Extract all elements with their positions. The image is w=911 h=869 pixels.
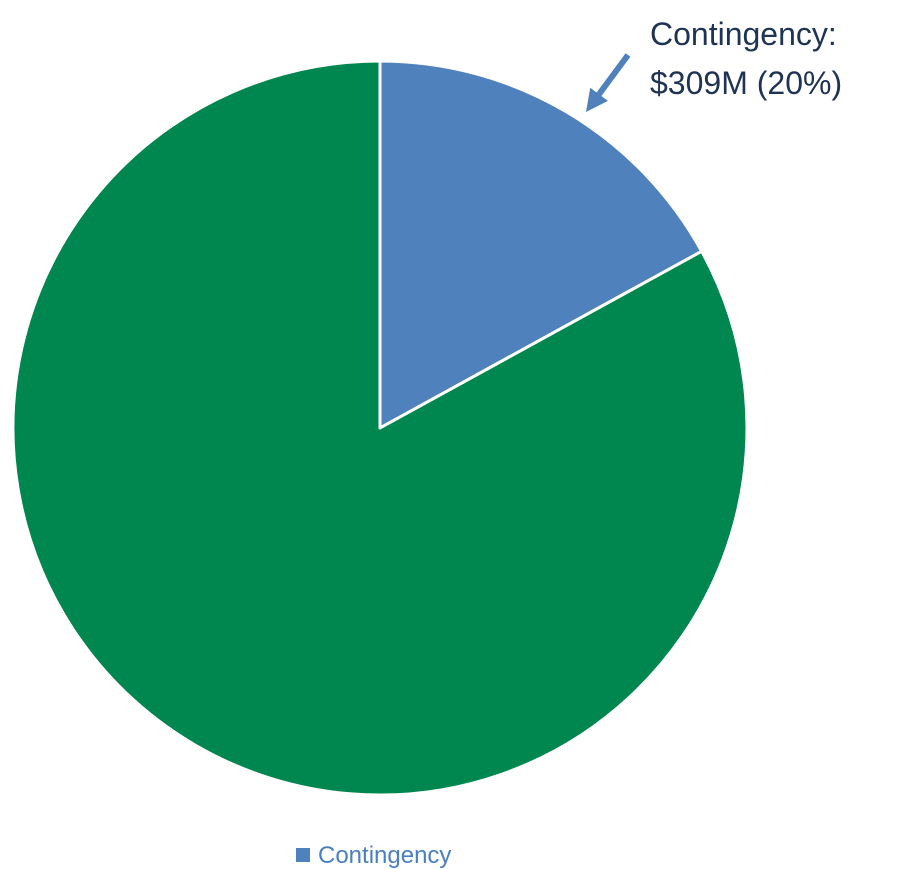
callout-arrow: [591, 53, 631, 103]
legend-swatch-contingency: [296, 848, 310, 862]
callout-arrow-head: [586, 87, 608, 112]
callout-label-line2: $309M (20%): [650, 65, 842, 101]
callout-label-line1: Contingency:: [650, 16, 837, 52]
callout: Contingency: $309M (20%): [586, 16, 842, 112]
pie-slice-other: [11, 59, 749, 797]
legend: Contingency: [296, 842, 451, 869]
pie-slice-contingency: [378, 59, 704, 430]
pie-chart: [11, 59, 749, 797]
legend-label-contingency: Contingency: [318, 842, 451, 869]
